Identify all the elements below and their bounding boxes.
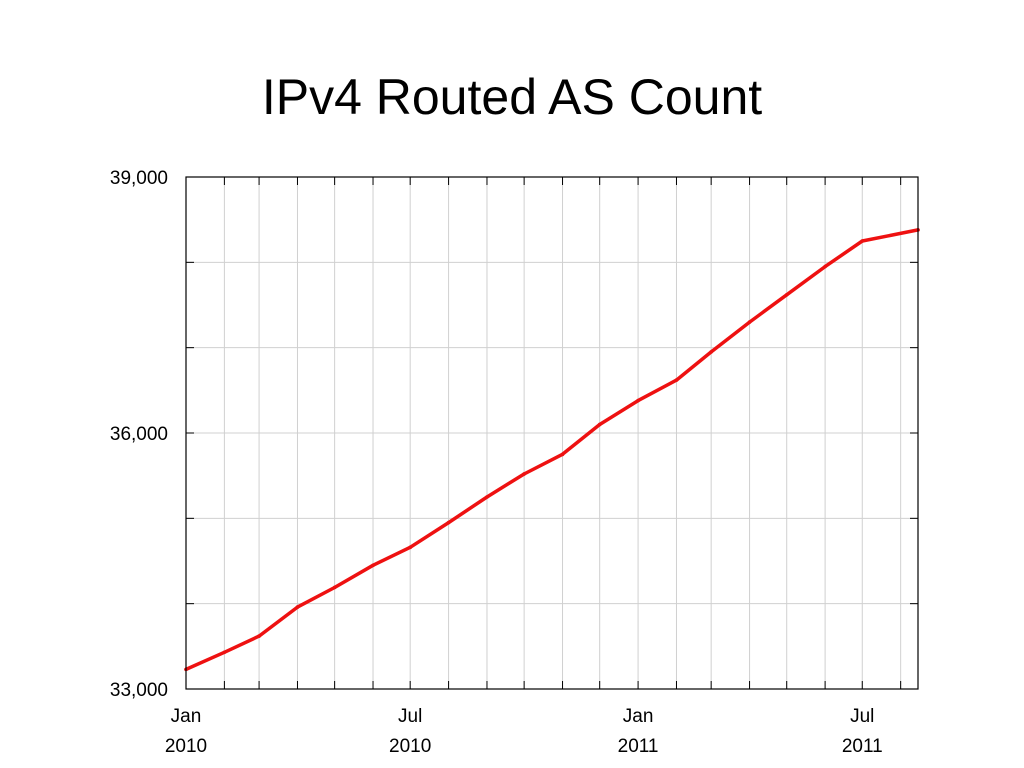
x-tick-label-month: Jan (623, 706, 654, 727)
series-point (860, 239, 865, 243)
series-point (522, 472, 526, 476)
x-tick-label-month: Jan (171, 706, 202, 727)
x-tick-label-year: 2011 (618, 736, 659, 757)
series-point (597, 422, 602, 427)
y-tick-label: 36,000 (110, 424, 168, 445)
x-tick-label-year: 2011 (842, 736, 883, 757)
y-tick-label: 33,000 (110, 680, 168, 701)
series-line (184, 228, 920, 672)
series-point (747, 320, 752, 324)
series-point (823, 264, 827, 269)
series-point (674, 378, 679, 382)
x-tick-label-year: 2010 (165, 736, 207, 757)
x-tick-labels: Jan 2010 Jul 2010 Jan 2011 Jul 2011 (165, 706, 883, 757)
series-point (295, 605, 300, 609)
x-tick-label-month: Jul (850, 706, 874, 727)
y-tick-label: 39,000 (110, 168, 168, 189)
series-point (257, 634, 261, 638)
plot-frame (185, 176, 919, 690)
x-tick-label-month: Jul (398, 706, 422, 727)
series-layer (184, 228, 920, 672)
series-point (408, 545, 412, 550)
series-point (332, 585, 337, 590)
series-point (560, 452, 565, 457)
series-point (446, 520, 451, 525)
series-point (784, 292, 789, 297)
series-point (371, 563, 375, 568)
x-tick-label-year: 2010 (389, 736, 431, 757)
chart-title: IPv4 Routed AS Count (261, 69, 763, 125)
y-tick-labels: 39,000 36,000 33,000 (110, 168, 168, 701)
series-point (222, 650, 227, 655)
grid-layer (186, 177, 918, 689)
series-point (636, 398, 640, 403)
series-point (485, 495, 489, 499)
series-point (709, 350, 713, 354)
